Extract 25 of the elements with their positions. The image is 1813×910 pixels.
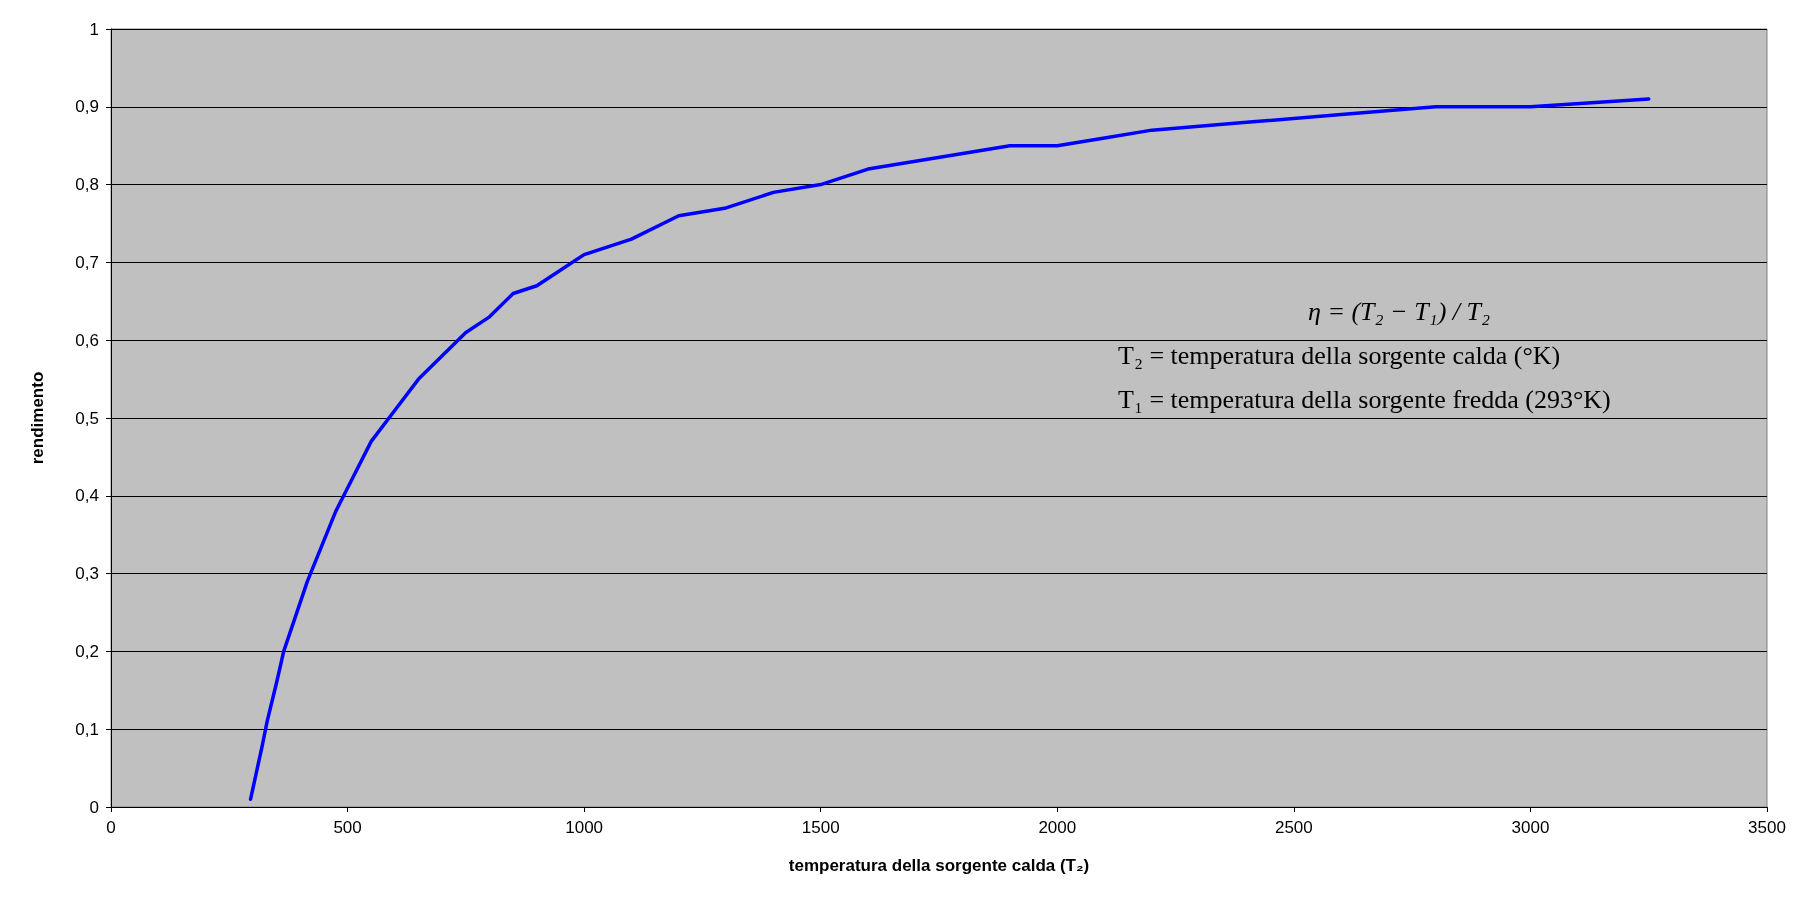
annotation: T₁ = temperatura della sorgente fredda (293°K) [1118,384,1611,414]
y-tick-label: 0,3 [75,564,99,584]
x-tick-label: 3500 [1748,818,1786,837]
x-tick-label: 1000 [565,818,604,837]
y-tick-label: 0,9 [75,97,99,117]
x-tick-label: 2500 [1274,818,1313,837]
x-tick-label: 1500 [801,818,840,837]
y-tick-label: 0,8 [75,175,99,195]
annotation: η = (T₂ − T₁) / T₂ [1308,296,1491,326]
x-tick-label: 500 [333,818,362,837]
y-axis-title: rendimento [28,371,47,465]
y-tick-label: 0,5 [75,408,99,428]
line-series [248,97,1651,801]
y-tick-label: 0,1 [75,719,99,739]
y-tick-label: 0,7 [75,252,99,272]
y-tick-label: 0,6 [75,330,99,350]
x-tick-label: 0 [106,818,116,837]
x-tick-label: 3000 [1511,818,1550,837]
y-tick-label: 0 [89,797,99,817]
annotation: T₂ = temperatura della sorgente calda (°K) [1118,340,1561,370]
x-axis-title: temperatura della sorgente calda (T₂) [788,856,1090,875]
y-tick-label: 0,2 [75,641,99,661]
x-tick-label: 2000 [1038,818,1077,837]
y-tick-label: 1 [89,19,99,39]
y-tick-label: 0,4 [75,486,99,506]
